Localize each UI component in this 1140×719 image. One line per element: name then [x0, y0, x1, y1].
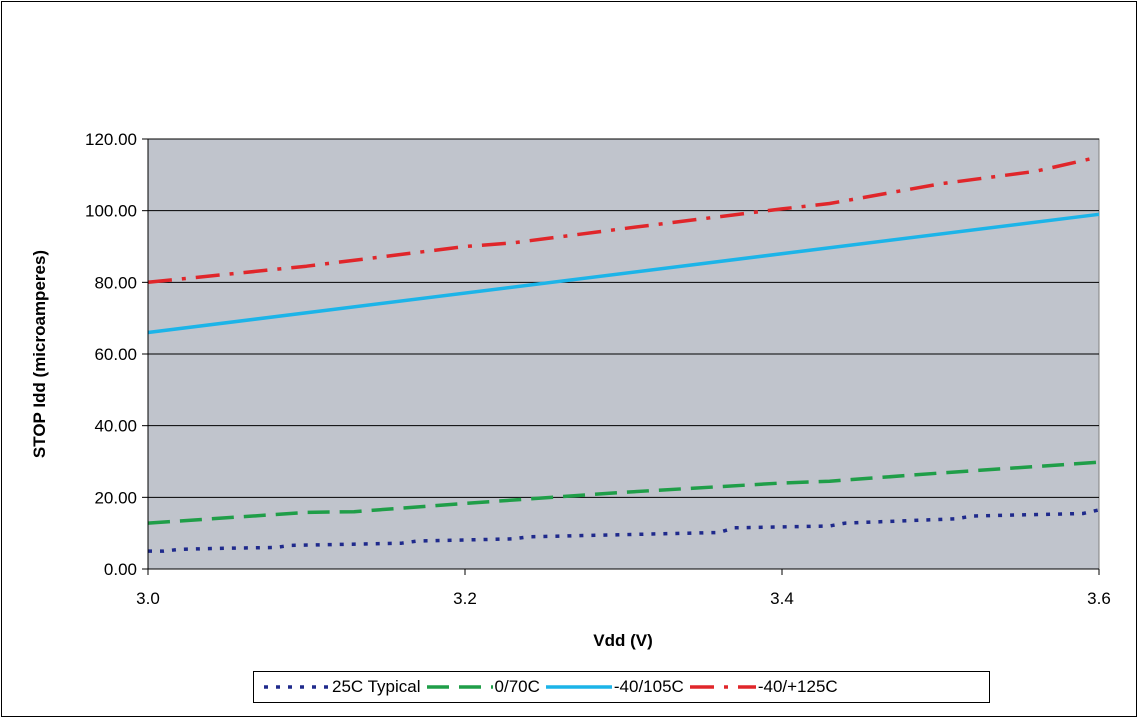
legend-item: 0/70C — [423, 677, 540, 697]
series-line-1 — [147, 460, 1100, 525]
legend-swatch — [426, 685, 493, 689]
x-axis-title: Vdd (V) — [593, 631, 653, 650]
y-axis-title: STOP Idd (microamperes) — [30, 250, 49, 458]
y-tick-label: 100.00 — [85, 202, 137, 221]
gridlines — [148, 138, 1099, 498]
x-tick-label: 3.6 — [1087, 589, 1111, 608]
series-line-0 — [148, 508, 1100, 553]
x-axis-ticks: 3.0 3.2 3.4 3.6 — [136, 568, 1111, 608]
x-tick-label: 3.2 — [453, 589, 477, 608]
y-tick-label: 60.00 — [94, 345, 137, 364]
legend-item: 25C Typical — [260, 677, 421, 697]
x-tick-label: 3.4 — [770, 589, 794, 608]
legend: 25C Typical 0/70C -40/105C -40/+125C — [253, 671, 990, 703]
legend-item: -40/105C — [542, 677, 684, 697]
legend-swatch — [545, 685, 612, 689]
legend-swatch — [264, 685, 330, 689]
legend-item: -40/+125C — [686, 677, 838, 697]
legend-label: -40/+125C — [757, 677, 838, 696]
y-tick-label: 20.00 — [94, 488, 137, 507]
legend-label: -40/105C — [613, 677, 684, 696]
series-group — [147, 155, 1100, 553]
y-tick-label: 80.00 — [94, 273, 137, 292]
x-tick-label: 3.0 — [136, 589, 160, 608]
series-line-2 — [147, 212, 1100, 335]
legend-label: 25C Typical — [332, 677, 421, 696]
legend-swatch — [689, 685, 756, 689]
y-tick-label: 0.00 — [104, 560, 137, 579]
legend-label: 0/70C — [494, 677, 540, 696]
y-tick-label: 40.00 — [94, 417, 137, 436]
y-tick-label: 120.00 — [85, 130, 137, 149]
y-axis-ticks: 0.00 20.00 40.00 60.00 80.00 100.00 120.00 — [85, 130, 149, 579]
